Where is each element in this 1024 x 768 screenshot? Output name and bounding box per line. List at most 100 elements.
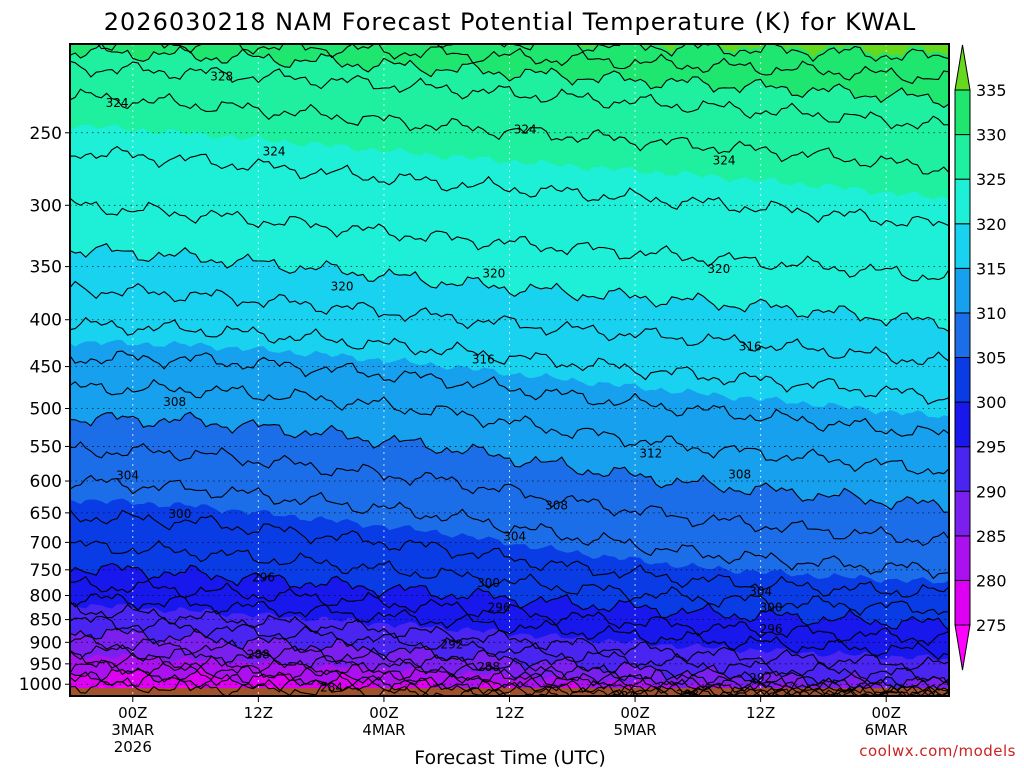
isentrope-296 <box>70 593 949 661</box>
isentrope-324 <box>70 145 949 227</box>
x-tick-label-78-1: 6MAR <box>865 721 908 739</box>
contour-label-308-13: 308 <box>728 467 751 481</box>
contour-label-324-1: 324 <box>106 96 129 110</box>
isentrope-282 <box>70 659 943 696</box>
isentrope-292 <box>70 615 949 684</box>
contour-label-296-22: 296 <box>760 622 783 636</box>
isentrope-312 <box>70 378 949 475</box>
colorbar-label-280: 280 <box>976 571 1007 590</box>
colorbar-label-300: 300 <box>976 393 1007 412</box>
y-tick-label-550: 550 <box>30 437 62 457</box>
isentrope-318 <box>70 280 949 366</box>
contour-label-320-7: 320 <box>707 262 730 276</box>
isentrope-316 <box>70 316 949 405</box>
y-tick-label-250: 250 <box>30 124 62 144</box>
isentrope-322 <box>70 197 949 282</box>
isentrope-286 <box>70 644 949 696</box>
colorbar-bin-295 <box>954 401 971 448</box>
x-tick-label-6-2: 2026 <box>114 738 152 756</box>
x-tick-label-6-0: 00Z <box>118 704 147 722</box>
contour-label-288-25: 288 <box>247 648 270 662</box>
colorbar-label-325: 325 <box>976 170 1007 189</box>
colorbar-bin-280 <box>954 535 971 581</box>
contour-label-308-11: 308 <box>163 395 186 409</box>
x-tick-label-78-0: 00Z <box>872 704 901 722</box>
contour-label-320-5: 320 <box>331 280 354 294</box>
y-tick-label-300: 300 <box>30 196 62 216</box>
contour-label-324-2: 324 <box>263 144 286 158</box>
y-tick-label-950: 950 <box>30 655 62 675</box>
x-tick-label-30-1: 4MAR <box>362 721 405 739</box>
colorbar-label-320: 320 <box>976 215 1007 234</box>
isentrope-276 <box>70 677 938 696</box>
colorbar-bin-290 <box>954 446 971 492</box>
isentrope-302 <box>70 539 949 617</box>
colorbar-bin-315 <box>954 223 971 269</box>
colorbar-bin-325 <box>954 134 971 180</box>
plot-area: 328 324 324 324 324 320 320 320 316 316 312 308 308 3… <box>70 44 949 701</box>
isentrope-310 <box>70 411 949 513</box>
y-tick-label-700: 700 <box>30 533 62 553</box>
contour-label-308-12: 308 <box>545 498 568 512</box>
colorbar-label-315: 315 <box>976 259 1007 278</box>
y-tick-label-900: 900 <box>30 633 62 653</box>
y-tick-label-850: 850 <box>30 611 62 631</box>
contour-label-304-14: 304 <box>116 469 139 483</box>
contour-labels: 328 324 324 324 324 320 320 320 316 316 312 308 308 3… <box>106 69 783 701</box>
isentrope-304 <box>70 509 949 598</box>
contour-label-288-27: 288 <box>676 687 699 701</box>
y-tick-label-600: 600 <box>30 472 62 492</box>
x-axis-label: Forecast Time (UTC) <box>414 747 605 768</box>
credit-text: coolwx.com/models <box>859 742 1016 760</box>
x-tick-label-18-0: 12Z <box>244 704 273 722</box>
colorbar-bin-330 <box>954 89 971 136</box>
contour-label-316-8: 316 <box>472 352 495 366</box>
x-tick-label-42-0: 12Z <box>495 704 524 722</box>
isentrope-300 <box>70 562 949 631</box>
y-tick-label-1000: 1000 <box>19 675 62 695</box>
isentrope-326 <box>70 88 949 175</box>
x-tick-label-6-1: 3MAR <box>111 721 154 739</box>
isentrope-294 <box>70 603 949 672</box>
contour-label-292-24: 292 <box>749 671 772 685</box>
contour-label-320-6: 320 <box>482 266 505 280</box>
isentrope-332 <box>97 44 949 85</box>
contour-label-288-26: 288 <box>477 660 500 674</box>
colorbar-arrow-low <box>954 624 971 671</box>
y-tick-label-350: 350 <box>30 258 62 278</box>
isentrope-306 <box>70 474 949 580</box>
band-335-340 <box>441 44 949 58</box>
isentrope-314 <box>70 350 949 437</box>
contour-label-296-21: 296 <box>488 601 511 615</box>
contour-label-296-20: 296 <box>252 571 275 585</box>
y-tick-label-400: 400 <box>30 311 62 331</box>
colorbar: 275 280 285 290 295 300 305 310 315 320 325 330 335 <box>954 44 1007 671</box>
colorbar-label-310: 310 <box>976 304 1007 323</box>
isentrope-280 <box>70 665 949 696</box>
y-tick-label-650: 650 <box>30 504 62 524</box>
colorbar-label-305: 305 <box>976 349 1007 368</box>
colorbar-bin-320 <box>954 178 971 225</box>
y-tick-label-800: 800 <box>30 586 62 606</box>
chart-title: 2026030218 NAM Forecast Potential Temper… <box>104 8 916 36</box>
x-tick-label-66-0: 12Z <box>746 704 775 722</box>
isentrope-308 <box>70 441 949 547</box>
colorbar-label-335: 335 <box>976 81 1007 100</box>
contour-label-304-15: 304 <box>503 530 526 544</box>
contour-label-304-16: 304 <box>749 584 772 598</box>
y-axis: 2503003504004505005506006507007508008509… <box>19 124 70 695</box>
isentrope-328 <box>70 60 949 130</box>
colorbar-label-295: 295 <box>976 438 1007 457</box>
colorbar-label-285: 285 <box>976 527 1007 546</box>
contour-label-312-10: 312 <box>639 447 662 461</box>
grid-lines <box>70 44 949 696</box>
y-tick-label-750: 750 <box>30 561 62 581</box>
contour-label-292-23: 292 <box>440 638 463 652</box>
colorbar-bin-310 <box>954 267 971 314</box>
colorbar-label-290: 290 <box>976 482 1007 501</box>
contour-label-324-4: 324 <box>713 153 736 167</box>
contour-label-300-17: 300 <box>168 507 191 521</box>
contour-label-300-19: 300 <box>760 601 783 615</box>
